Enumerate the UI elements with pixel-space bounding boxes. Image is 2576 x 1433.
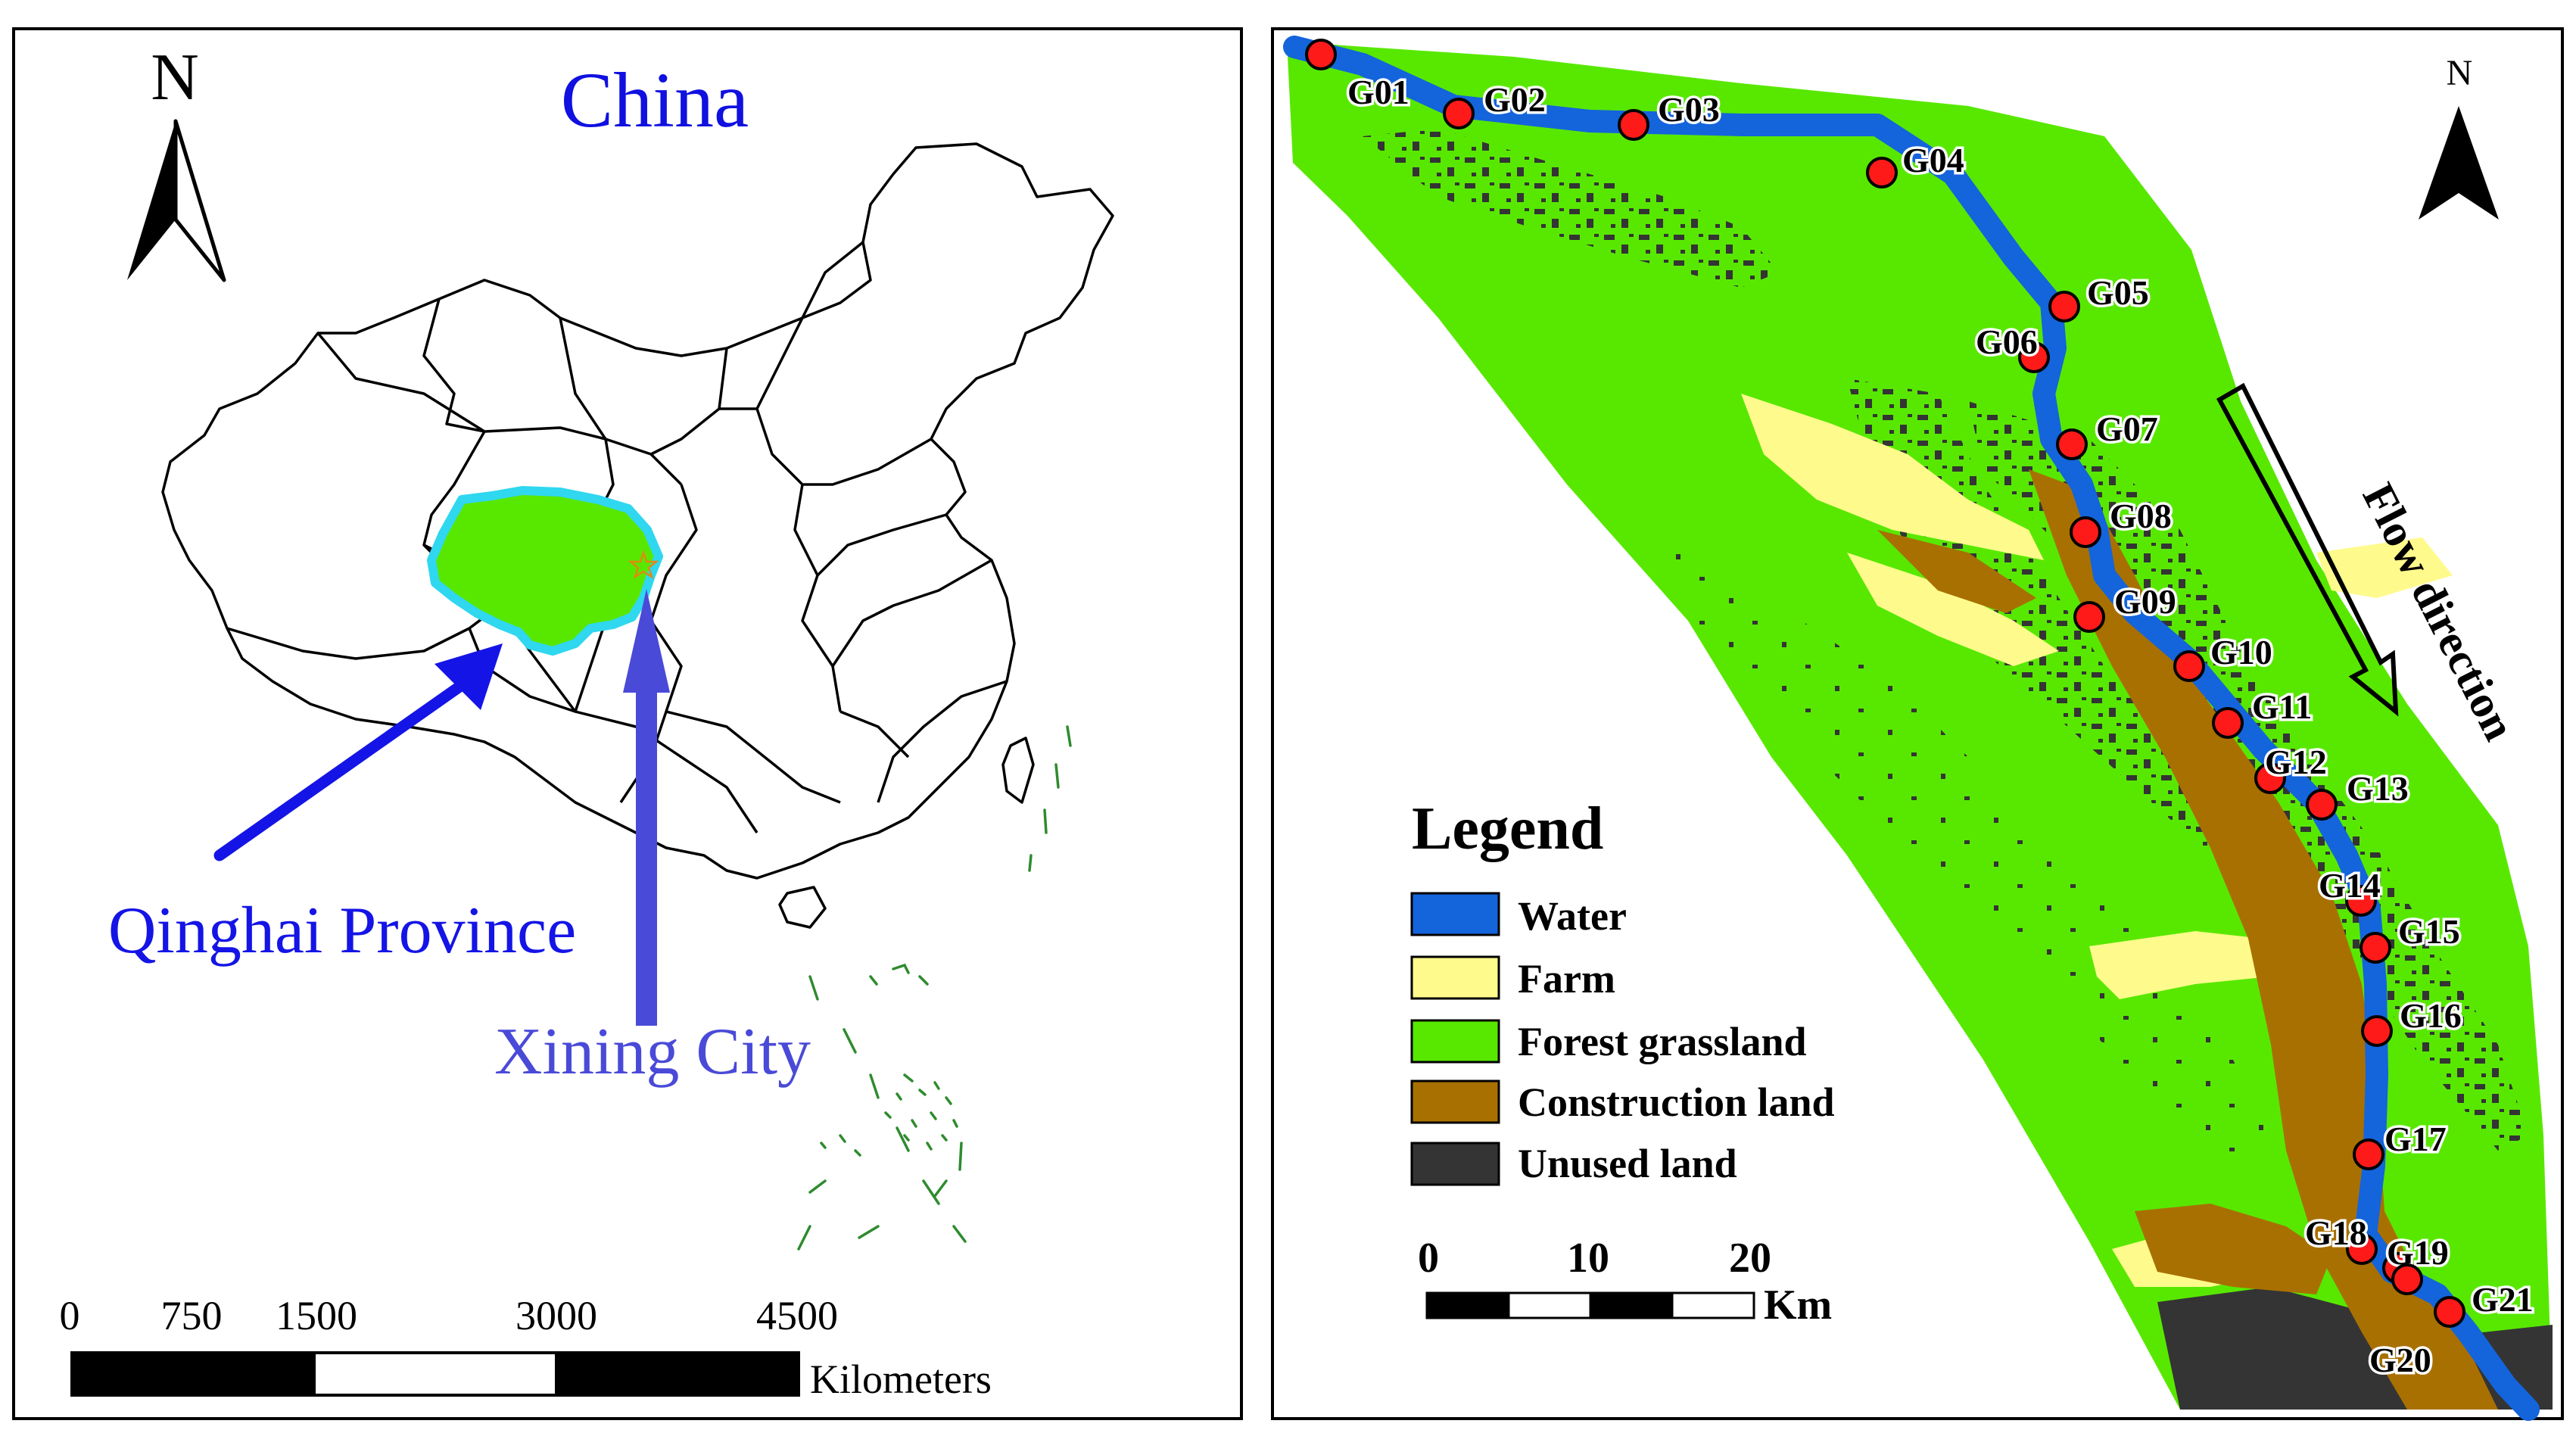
sampling-point-marker — [2056, 428, 2088, 460]
sampling-point-marker — [2306, 789, 2338, 821]
sampling-point-marker — [2018, 341, 2050, 373]
land-farm — [1741, 394, 2044, 560]
sampling-point-marker — [2434, 1296, 2465, 1328]
china-title: China — [561, 57, 749, 144]
left-scale-unit: Kilometers — [810, 1357, 992, 1402]
sampling-point-marker — [2173, 650, 2205, 682]
south-sea-islands — [797, 725, 1072, 1251]
left-scale-tick: 1500 — [276, 1293, 357, 1338]
legend-label: Farm — [1518, 956, 1615, 1002]
sampling-point-label: G10 — [2210, 633, 2272, 671]
sampling-point-marker — [1443, 98, 1475, 129]
left-north-arrow: N — [127, 41, 226, 282]
land-construction — [2354, 1302, 2468, 1378]
right-scale-bar: 0 10 20 Km — [1418, 1235, 1832, 1329]
sampling-point-marker — [2212, 707, 2244, 739]
sampling-point-label: G03 — [1658, 90, 1720, 129]
sampling-point-label: G19 — [2387, 1233, 2449, 1272]
sampling-point-marker — [2391, 1263, 2423, 1295]
sampling-point-marker — [1305, 39, 1337, 70]
china-border — [161, 142, 1114, 880]
land-construction — [1877, 530, 2036, 613]
sampling-point-marker — [2070, 516, 2101, 548]
sampling-point-marker — [2048, 291, 2080, 322]
sampling-point-label: G13 — [2347, 769, 2409, 808]
qinghai-arrow — [213, 643, 503, 861]
sampling-point-label: G04 — [1902, 141, 1964, 179]
legend-item-farm: Farm — [1410, 955, 1615, 1002]
sampling-point-label: G20 — [2369, 1341, 2431, 1379]
hainan-island — [778, 886, 827, 929]
xining-star-icon — [628, 550, 659, 579]
land-farm — [1847, 553, 2059, 666]
qinghai-province-label: Qinghai Province — [108, 894, 576, 967]
sampling-point-marker — [2073, 601, 2105, 633]
right-scale-tick: 0 — [1418, 1235, 1439, 1282]
sampling-point-label: G18 — [2305, 1213, 2367, 1252]
sampling-point-label: G09 — [2114, 582, 2176, 621]
sampling-point-marker — [2360, 932, 2391, 964]
sampling-point-label: G07 — [2096, 410, 2158, 448]
right-north-arrow: N — [2419, 53, 2499, 220]
left-scale-tick: 750 — [161, 1293, 223, 1338]
sampling-point-label: G15 — [2398, 912, 2460, 951]
legend-label: Unused land — [1518, 1141, 1737, 1186]
right-north-label: N — [2447, 53, 2473, 93]
land-unused-sparse — [1665, 530, 2271, 1173]
left-scale-tick: 4500 — [756, 1293, 838, 1338]
sampling-point-label: G08 — [2110, 497, 2172, 535]
left-scale-bar: 0 750 1500 3000 4500 Kilometers — [60, 1293, 992, 1402]
sampling-points: G01 G02 G03 G04 G05 G06 G07 G08 G09 G10 G11 G12 G13 G… — [1305, 39, 2536, 1382]
china-outline-map — [161, 142, 1114, 929]
qinghai-province-shape — [427, 486, 663, 656]
land-unused-dense — [1363, 129, 1779, 288]
sampling-point-marker — [2346, 1233, 2378, 1265]
sampling-point-label: G17 — [2384, 1120, 2447, 1158]
china-map-panel: N China Qinghai Province Xining City 0 7… — [12, 27, 1243, 1420]
legend-label: Water — [1518, 893, 1627, 939]
legend-item-construction-land: Construction land — [1410, 1079, 1835, 1125]
left-north-label: N — [151, 41, 199, 114]
study-area-panel: Flow direction N G01 G02 G03G04G05G06G07G0… — [1271, 27, 2564, 1421]
land-farm — [2316, 537, 2453, 598]
legend-label: Construction land — [1518, 1079, 1835, 1125]
sampling-point-marker — [2345, 885, 2377, 917]
sampling-point-marker — [1866, 157, 1898, 188]
right-scale-tick: 10 — [1567, 1235, 1609, 1282]
sampling-point-marker — [2361, 1015, 2393, 1047]
left-scale-tick: 3000 — [516, 1293, 597, 1338]
right-scale-unit: Km — [1764, 1282, 1832, 1329]
legend-item-unused-land: Unused land — [1410, 1141, 1737, 1186]
sampling-point-label: G21 — [2472, 1280, 2534, 1319]
sampling-point-label: G01 — [1347, 73, 1409, 111]
right-scale-tick: 20 — [1729, 1235, 1771, 1282]
xining-city-label: Xining City — [494, 1015, 811, 1089]
sampling-point-label: G14 — [2319, 866, 2381, 905]
sampling-point-label: G02 — [1484, 80, 1546, 119]
legend-title: Legend — [1412, 796, 1603, 862]
legend-item-water: Water — [1410, 892, 1627, 939]
sampling-point-marker — [2254, 762, 2286, 794]
sampling-point-label: G11 — [2252, 687, 2312, 726]
sampling-point-marker — [1618, 109, 1649, 141]
taiwan-island — [1001, 737, 1035, 804]
legend-item-forest-grassland: Forest grassland — [1410, 1019, 1807, 1064]
sampling-point-label: G05 — [2087, 273, 2149, 312]
sampling-point-marker — [2353, 1139, 2384, 1170]
sampling-point-label: G06 — [1976, 322, 2038, 361]
xining-arrow — [623, 589, 670, 1026]
sampling-point-label: G12 — [2265, 743, 2327, 781]
sampling-point-label: G16 — [2400, 996, 2462, 1035]
legend: Legend Water Farm Forest grassland Const… — [1410, 796, 1835, 1186]
legend-label: Forest grassland — [1518, 1019, 1807, 1064]
left-scale-tick: 0 — [60, 1293, 80, 1338]
land-farm — [2089, 931, 2271, 999]
land-construction — [2135, 1204, 2331, 1294]
